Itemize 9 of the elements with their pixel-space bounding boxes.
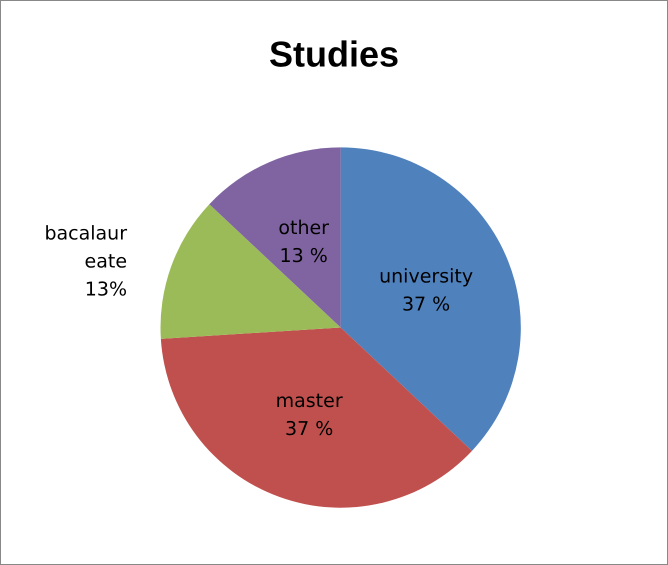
slice-label: other <box>278 217 330 240</box>
slice-label: master <box>276 390 343 412</box>
data-label: 13 % <box>280 245 328 268</box>
data-label: 37 % <box>402 294 450 316</box>
slice-label: university <box>379 266 474 288</box>
slice-label: bacalaureate <box>44 222 128 272</box>
data-label: 37 % <box>284 418 334 440</box>
chart-title: Studies <box>268 34 400 74</box>
data-label: 13% <box>84 278 128 300</box>
